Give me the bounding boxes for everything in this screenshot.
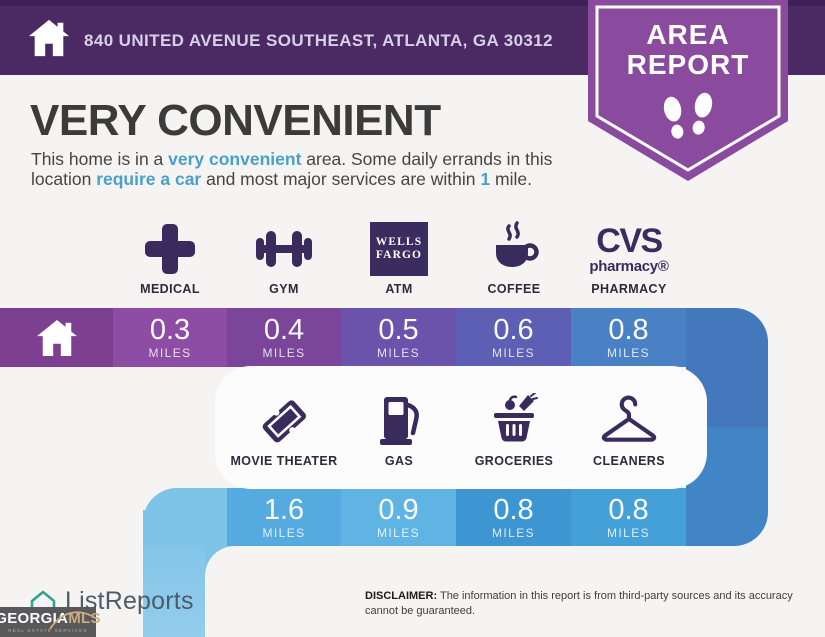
distance-cell: 0.9 MILES [341, 488, 456, 546]
place-label: ATM [385, 282, 413, 296]
distance-cell: 0.8 MILES [571, 308, 686, 367]
place-label: CLEANERS [593, 454, 665, 468]
badge-title: AREA REPORT [626, 19, 750, 80]
car-highlight: require a car [96, 168, 202, 189]
distance-cell: 1.6 MILES [227, 488, 341, 546]
footprints-icon [656, 92, 720, 153]
distance-cell: 0.8 MILES [571, 488, 686, 546]
home-marker-cell [0, 308, 113, 367]
place-label: COFFEE [487, 282, 541, 296]
distance-cell: 0.4 MILES [227, 308, 341, 367]
place-label: MEDICAL [140, 282, 200, 296]
intro-paragraph: This home is in a very convenient area. … [31, 149, 631, 189]
distance-cell: 0.6 MILES [456, 308, 571, 367]
distance-cell: 0.3 MILES [113, 308, 227, 367]
place-groceries: GROCERIES [446, 390, 582, 468]
place-label: MOVIE THEATER [230, 454, 338, 468]
place-label: PHARMACY [591, 282, 667, 296]
place-gas: GAS [331, 390, 467, 468]
home-icon [36, 319, 77, 356]
place-medical: MEDICAL [102, 218, 238, 296]
intro-line-1: This home is in a very convenient area. … [31, 149, 553, 169]
mile-highlight: 1 [480, 168, 491, 189]
category-card-row2: MOVIE THEATER GAS [215, 366, 707, 489]
gas-pump-icon [331, 390, 467, 452]
distance-cell: 0.8 MILES [456, 488, 571, 546]
area-report-badge: AREA REPORT [588, 0, 788, 184]
georgia-mls-logo: GEORGIAMLS REAL ESTATE SERVICES [0, 607, 100, 637]
coffee-cup-icon [446, 218, 582, 280]
place-pharmacy: CVS pharmacy® PHARMACY [561, 218, 697, 296]
cvs-pharmacy-logo: CVS pharmacy® [589, 222, 669, 275]
bar2-curve-segment [143, 488, 227, 546]
disclaimer-card [205, 546, 825, 637]
badge-ribbon-icon [588, 0, 788, 181]
place-cleaners: CLEANERS [561, 390, 697, 468]
place-coffee: COFFEE [446, 218, 582, 296]
page-title: VERY CONVENIENT [30, 96, 441, 145]
movie-ticket-icon [216, 390, 352, 452]
walkscore-highlight: very convenient [168, 149, 302, 169]
property-address: 840 UNITED AVENUE SOUTHEAST, ATLANTA, GA… [84, 31, 553, 50]
medical-cross-icon [102, 218, 238, 280]
home-icon [28, 18, 70, 63]
place-gym: GYM [216, 218, 352, 296]
place-atm: WELLS FARGO ATM [331, 218, 467, 296]
distance-bar-row1: 0.3 MILES 0.4 MILES 0.5 MILES 0.6 MILES … [0, 308, 686, 367]
place-label: GROCERIES [474, 454, 554, 468]
place-label: GAS [384, 454, 414, 468]
grocery-basket-icon [446, 390, 582, 452]
clothes-hanger-icon [561, 390, 697, 452]
place-label: GYM [269, 282, 299, 296]
distance-bar-row2: 1.6 MILES 0.9 MILES 0.8 MILES 0.8 MILES [143, 488, 686, 546]
dumbbell-icon [216, 218, 352, 280]
distance-cell: 0.5 MILES [341, 308, 456, 367]
place-movie-theater: MOVIE THEATER [216, 390, 352, 468]
intro-line-2: location require a car and most major se… [31, 168, 532, 189]
mls-swoosh-icon [49, 611, 93, 630]
header-top-accent [0, 0, 825, 6]
wells-fargo-logo: WELLS FARGO [331, 218, 467, 280]
disclaimer-text: DISCLAIMER: The information in this repo… [365, 590, 793, 617]
